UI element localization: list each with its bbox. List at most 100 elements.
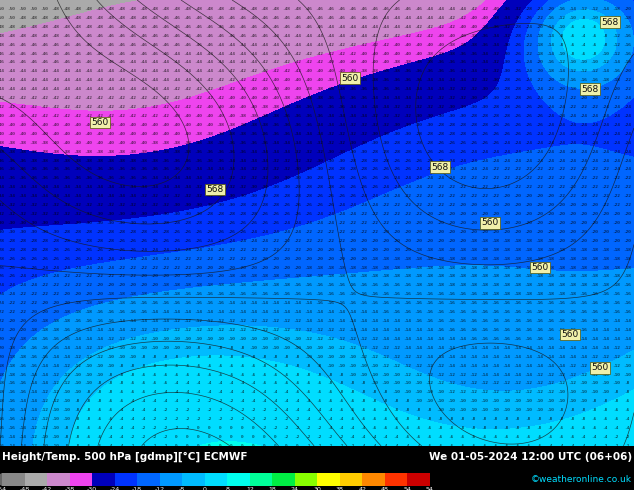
Text: -2: -2 xyxy=(273,426,278,430)
Text: -16: -16 xyxy=(95,310,103,314)
Text: -2: -2 xyxy=(240,417,245,421)
Text: -44: -44 xyxy=(172,70,180,74)
Text: -4: -4 xyxy=(250,399,256,403)
Text: 0: 0 xyxy=(219,426,221,430)
Text: -22: -22 xyxy=(392,203,400,207)
Text: -6: -6 xyxy=(470,444,476,448)
Text: -20: -20 xyxy=(392,239,400,243)
Text: -26: -26 xyxy=(29,266,37,270)
Text: -18: -18 xyxy=(623,60,631,64)
Text: -30: -30 xyxy=(326,149,334,153)
Text: -6: -6 xyxy=(283,372,288,376)
Text: -16: -16 xyxy=(491,319,499,323)
Text: -10: -10 xyxy=(590,391,598,394)
Text: -16: -16 xyxy=(0,426,4,430)
Text: -4: -4 xyxy=(184,391,190,394)
Text: -24: -24 xyxy=(139,257,147,261)
Text: -18: -18 xyxy=(535,239,543,243)
Text: -32: -32 xyxy=(183,194,191,198)
Text: -46: -46 xyxy=(7,43,15,47)
Text: 0: 0 xyxy=(186,435,188,439)
Text: -24: -24 xyxy=(557,105,565,109)
Text: -40: -40 xyxy=(414,43,422,47)
Text: -14: -14 xyxy=(370,310,378,314)
Text: -46: -46 xyxy=(139,25,147,29)
Text: -22: -22 xyxy=(29,301,37,305)
Text: -28: -28 xyxy=(293,194,301,198)
Text: -6: -6 xyxy=(339,408,344,412)
Text: -34: -34 xyxy=(0,194,4,198)
Text: -40: -40 xyxy=(425,43,433,47)
Text: -10: -10 xyxy=(436,399,444,403)
Text: -30: -30 xyxy=(260,194,268,198)
Text: -42: -42 xyxy=(392,34,400,38)
Text: -24: -24 xyxy=(40,274,48,278)
Text: -28: -28 xyxy=(205,221,213,225)
Text: -14: -14 xyxy=(249,301,257,305)
Text: -18: -18 xyxy=(0,391,4,394)
Text: -18: -18 xyxy=(132,488,142,490)
Text: -44: -44 xyxy=(282,34,290,38)
Text: -48: -48 xyxy=(238,7,246,11)
Text: -10: -10 xyxy=(612,372,620,376)
Text: -26: -26 xyxy=(524,87,532,91)
Text: -40: -40 xyxy=(469,16,477,20)
Text: -38: -38 xyxy=(381,70,389,74)
Text: -12: -12 xyxy=(249,328,257,332)
Text: -28: -28 xyxy=(458,132,466,136)
Text: -42: -42 xyxy=(326,43,334,47)
Text: -24: -24 xyxy=(535,141,543,145)
Text: -50: -50 xyxy=(0,7,4,11)
Text: -20: -20 xyxy=(315,248,323,252)
Text: -40: -40 xyxy=(128,132,136,136)
Text: -12: -12 xyxy=(370,337,378,341)
Text: -4: -4 xyxy=(580,435,586,439)
Text: 0: 0 xyxy=(208,444,210,448)
Text: -24: -24 xyxy=(568,149,576,153)
Text: -38: -38 xyxy=(84,159,92,163)
Text: -22: -22 xyxy=(623,176,631,180)
Text: -22: -22 xyxy=(579,194,587,198)
Text: -8: -8 xyxy=(503,426,508,430)
Text: -16: -16 xyxy=(447,301,455,305)
Text: -16: -16 xyxy=(557,319,565,323)
Text: -26: -26 xyxy=(271,212,279,216)
Text: -36: -36 xyxy=(469,51,477,55)
Text: -12: -12 xyxy=(106,337,114,341)
Text: -12: -12 xyxy=(447,391,455,394)
Text: -36: -36 xyxy=(414,78,422,82)
Text: -24: -24 xyxy=(183,248,191,252)
Text: -20: -20 xyxy=(557,230,565,234)
Text: -12: -12 xyxy=(403,355,411,359)
Text: -30: -30 xyxy=(458,105,466,109)
Text: -8: -8 xyxy=(470,426,476,430)
Text: -10: -10 xyxy=(62,391,70,394)
Text: -12: -12 xyxy=(612,25,620,29)
Text: -30: -30 xyxy=(337,149,345,153)
Text: -16: -16 xyxy=(249,293,257,296)
Text: -46: -46 xyxy=(7,60,15,64)
Text: -12: -12 xyxy=(348,346,356,350)
Text: -24: -24 xyxy=(403,176,411,180)
Text: -18: -18 xyxy=(436,274,444,278)
Text: -20: -20 xyxy=(425,230,433,234)
Text: -28: -28 xyxy=(436,132,444,136)
Text: -18: -18 xyxy=(458,274,466,278)
Text: -18: -18 xyxy=(546,283,554,287)
Text: -22: -22 xyxy=(227,257,235,261)
Text: -16: -16 xyxy=(557,310,565,314)
Text: -10: -10 xyxy=(436,391,444,394)
Text: -12: -12 xyxy=(436,364,444,368)
Text: -26: -26 xyxy=(524,96,532,100)
Text: -8: -8 xyxy=(119,372,124,376)
Text: -40: -40 xyxy=(205,123,213,127)
Text: -24: -24 xyxy=(0,283,4,287)
Text: -16: -16 xyxy=(106,310,114,314)
Text: -22: -22 xyxy=(502,185,510,189)
Text: -42: -42 xyxy=(381,43,389,47)
Text: -24: -24 xyxy=(161,257,169,261)
Text: -16: -16 xyxy=(447,328,455,332)
Text: -32: -32 xyxy=(304,149,312,153)
Text: -4: -4 xyxy=(140,417,146,421)
Text: -24: -24 xyxy=(128,257,136,261)
